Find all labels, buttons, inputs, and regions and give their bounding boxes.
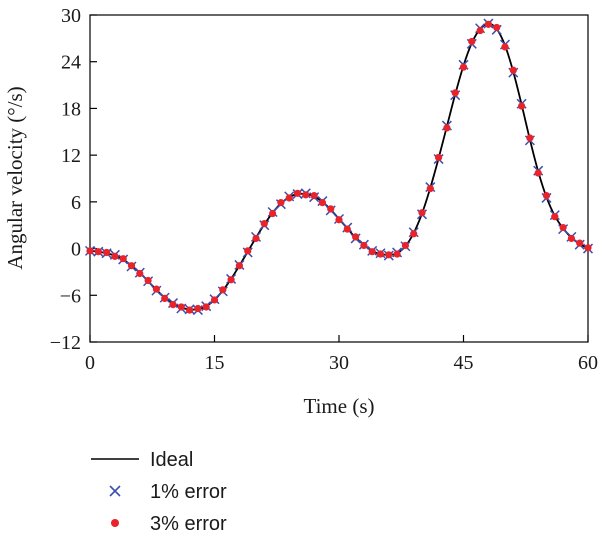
point-3pct-error [576,239,584,247]
point-3pct-error [210,296,219,304]
point-3pct-error [144,276,152,285]
x-axis-label: Time (s) [304,394,375,418]
point-3pct-error [385,251,393,259]
point-3pct-error [161,294,169,302]
point-3pct-error [177,303,185,311]
plot-area: 0 15 30 45 60 −12 −6 0 6 12 18 24 30 [50,5,598,374]
point-3pct-error [509,66,517,74]
point-3pct-error [260,220,268,228]
point-3pct-error [501,43,509,51]
point-3pct-error [526,134,534,142]
legend-3pct-label: 3% error [150,513,227,535]
legend-3pct-dot-marker [111,519,119,527]
series-line-ideal [89,22,589,311]
point-3pct-error [534,169,542,177]
point-3pct-error [169,301,177,309]
point-3pct-error [451,89,459,97]
axis-ticks: 0 15 30 45 60 −12 −6 0 6 12 18 24 30 [50,5,598,374]
point-3pct-error [360,241,368,250]
point-3pct-error [327,205,335,213]
point-3pct-error [219,286,227,294]
point-3pct-error [152,285,160,293]
point-3pct-error [269,209,277,218]
series-layer [84,18,594,316]
legend-ideal-label: Ideal [150,449,193,471]
point-3pct-error [136,269,144,278]
x-tick-label: 45 [454,352,474,374]
x-tick-label: 30 [329,352,349,374]
y-tick-label: −6 [60,285,81,307]
point-3pct-error [518,102,526,110]
point-3pct-error [418,209,426,217]
legend-1pct-label: 1% error [150,481,227,503]
point-3pct-error [94,248,102,256]
y-tick-label: 30 [61,5,81,27]
point-3pct-error [343,225,351,233]
point-3pct-error [443,124,451,132]
point-3pct-error [352,233,360,241]
point-3pct-error [559,223,567,232]
y-tick-label: 18 [61,98,81,120]
point-3pct-error [468,37,476,46]
y-tick-label: 0 [71,239,81,261]
y-tick-label: 6 [71,192,81,214]
point-3pct-error [86,247,94,255]
point-3pct-error [227,276,235,284]
point-3pct-error [401,241,409,250]
y-tick-label: 24 [61,52,81,74]
point-3pct-error [277,199,285,207]
point-3pct-error [310,192,318,200]
point-3pct-error [335,216,343,224]
point-3pct-error [484,20,492,28]
point-3pct-error [368,248,376,256]
point-3pct-error [244,247,252,255]
y-axis-label: Angular velocity (°/s) [3,86,27,269]
y-tick-label: −12 [50,332,81,354]
point-3pct-error [393,250,401,258]
point-3pct-error [493,23,501,32]
x-tick-label: 0 [85,352,95,374]
legend-1pct-x-marker [109,485,121,497]
point-3pct-error [127,262,136,270]
point-3pct-error [567,234,576,243]
point-3pct-error [542,192,551,200]
point-3pct-error [318,199,326,207]
x-tick-label: 15 [205,352,225,374]
point-3pct-error [119,255,127,263]
point-3pct-error [103,248,111,257]
y-tick-label: 12 [61,145,81,167]
point-3pct-error [111,252,119,260]
point-3pct-error [410,230,418,238]
point-3pct-error [459,63,468,71]
plot-frame [89,14,589,343]
point-3pct-error [551,213,559,221]
point-3pct-error [584,244,592,252]
point-3pct-error [476,26,484,35]
point-3pct-error [252,234,260,243]
point-3pct-error [202,303,210,311]
point-3pct-error [186,306,194,314]
point-3pct-error [302,191,310,199]
x-tick-label: 60 [578,352,598,374]
point-3pct-error [285,194,293,202]
point-3pct-error [235,262,243,270]
point-3pct-error [376,250,385,258]
point-3pct-error [194,304,202,313]
legend: Ideal 1% error 3% error [91,449,227,535]
point-3pct-error [426,185,434,193]
point-3pct-error [435,153,443,162]
point-3pct-error [293,189,302,197]
